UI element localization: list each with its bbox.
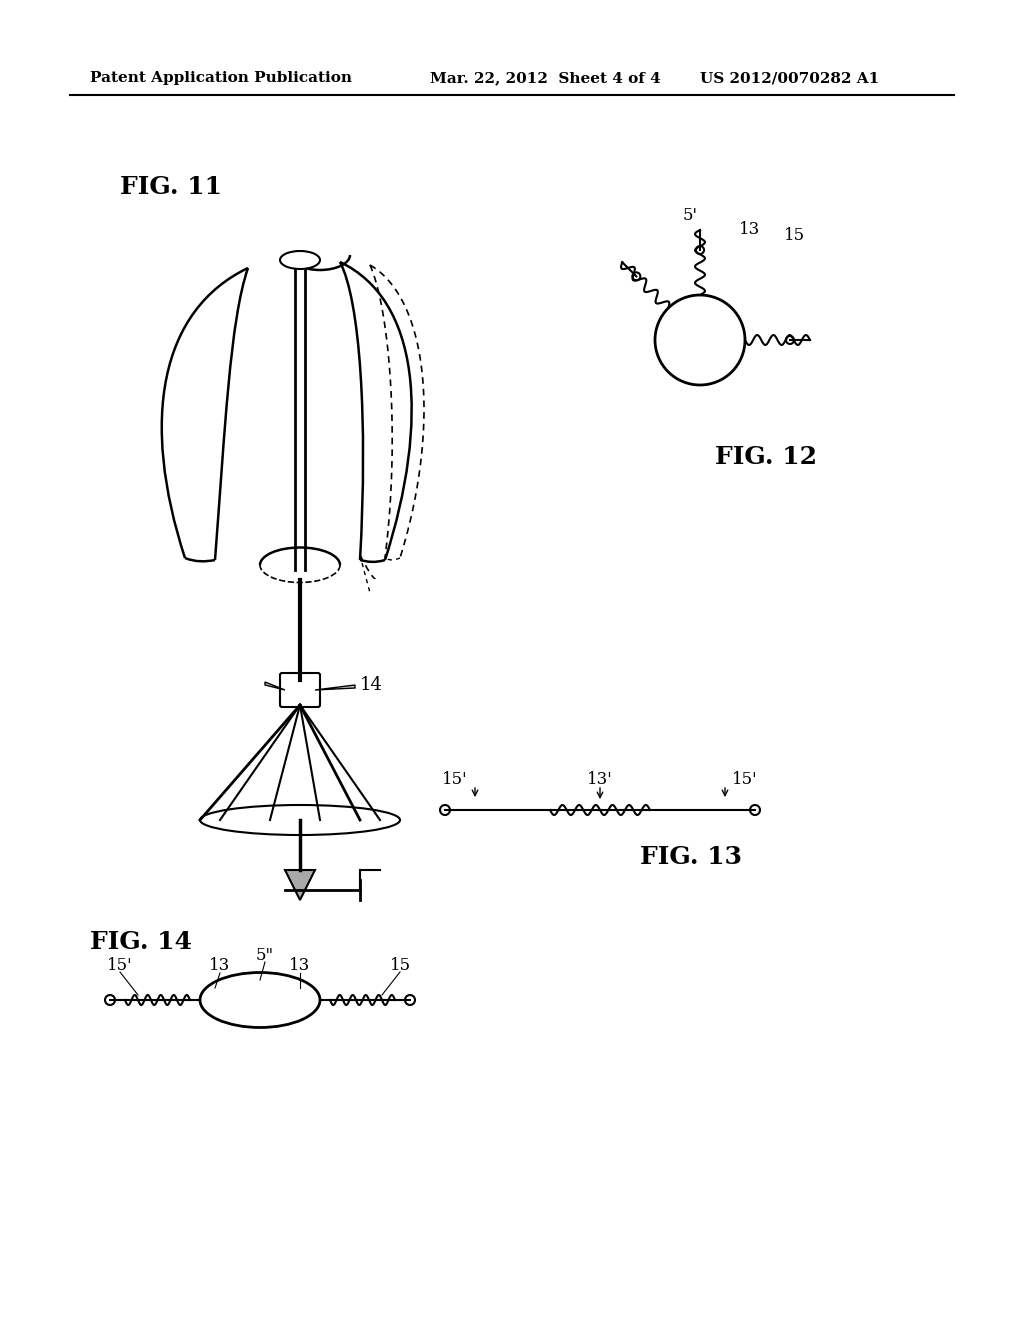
Text: Mar. 22, 2012  Sheet 4 of 4: Mar. 22, 2012 Sheet 4 of 4 — [430, 71, 660, 84]
Text: 5": 5" — [256, 946, 274, 964]
Polygon shape — [265, 682, 285, 690]
Polygon shape — [315, 685, 355, 690]
Ellipse shape — [200, 805, 400, 836]
Text: Patent Application Publication: Patent Application Publication — [90, 71, 352, 84]
Text: FIG. 14: FIG. 14 — [90, 931, 193, 954]
Text: 5': 5' — [683, 206, 697, 223]
Text: FIG. 11: FIG. 11 — [120, 176, 222, 199]
Circle shape — [655, 294, 745, 385]
Text: 13: 13 — [290, 957, 310, 974]
Text: FIG. 13: FIG. 13 — [640, 845, 742, 869]
Text: 15': 15' — [732, 771, 758, 788]
Text: 13: 13 — [739, 222, 761, 239]
Circle shape — [440, 805, 450, 814]
Text: 14: 14 — [360, 676, 383, 694]
Text: US 2012/0070282 A1: US 2012/0070282 A1 — [700, 71, 880, 84]
Circle shape — [105, 995, 115, 1005]
Text: 15: 15 — [389, 957, 411, 974]
Text: 15: 15 — [784, 227, 806, 243]
Text: 15': 15' — [442, 771, 468, 788]
Circle shape — [633, 272, 640, 280]
Text: FIG. 12: FIG. 12 — [715, 445, 817, 469]
FancyBboxPatch shape — [280, 673, 319, 708]
Circle shape — [696, 246, 705, 253]
Text: 15': 15' — [108, 957, 133, 974]
Circle shape — [406, 995, 415, 1005]
Ellipse shape — [280, 251, 319, 269]
Circle shape — [786, 337, 794, 345]
Text: 13: 13 — [209, 957, 230, 974]
Polygon shape — [285, 870, 315, 900]
Ellipse shape — [200, 973, 319, 1027]
Text: 13': 13' — [587, 771, 613, 788]
Circle shape — [750, 805, 760, 814]
